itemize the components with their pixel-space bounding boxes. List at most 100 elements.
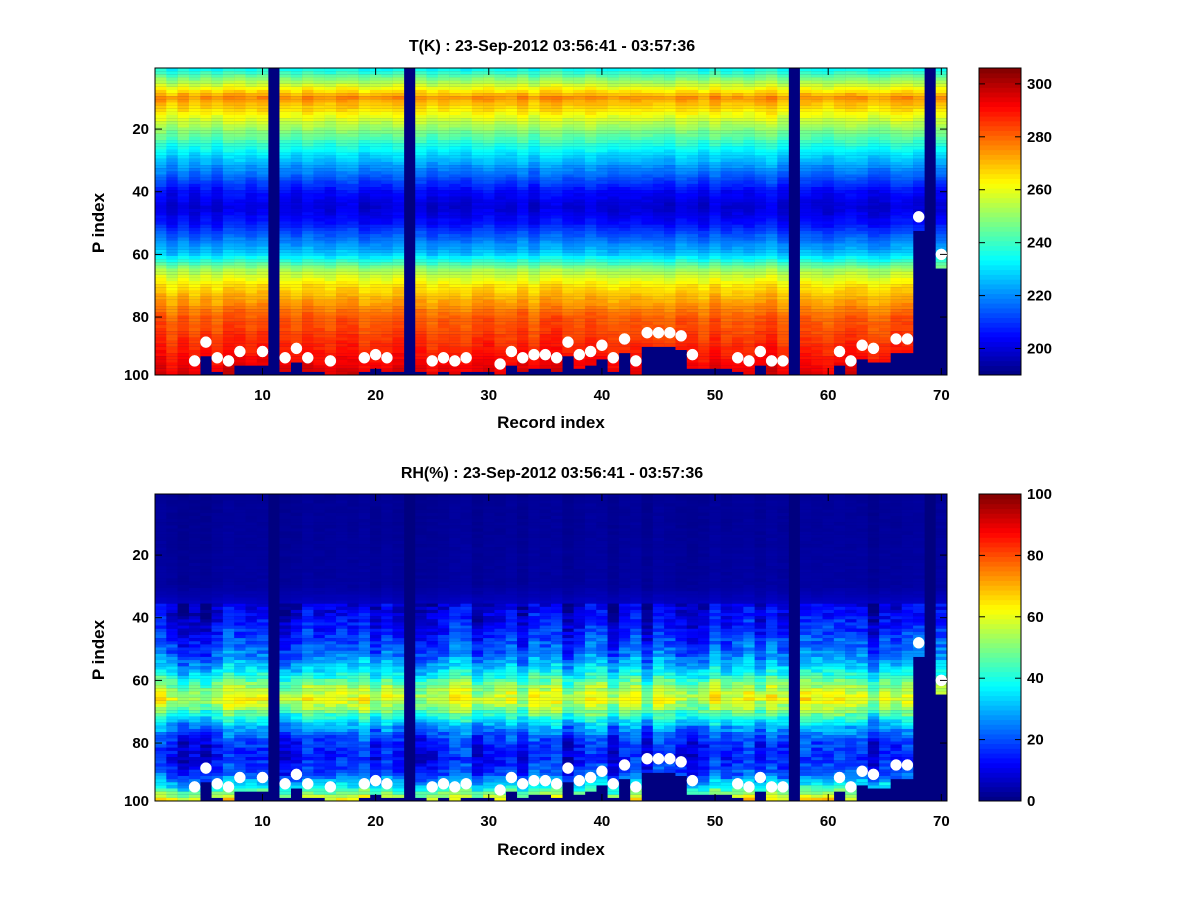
temperature-cell <box>743 328 755 332</box>
temperature-cell <box>234 249 246 253</box>
temperature-column <box>630 68 642 375</box>
temperature-cell <box>539 306 552 310</box>
temperature-cell <box>369 96 382 100</box>
temperature-cell <box>698 80 710 84</box>
temperature-cell <box>437 281 450 285</box>
temperature-cell <box>494 161 506 166</box>
temperature-column <box>392 68 405 372</box>
temperature-cell <box>222 158 235 163</box>
temperature-cell <box>245 331 258 335</box>
temperature-cell <box>483 224 495 228</box>
temperature-cell <box>483 118 495 122</box>
temperature-cell <box>505 249 518 253</box>
temperature-cell <box>415 328 427 332</box>
temperature-cell <box>584 127 597 131</box>
temperature-cell <box>551 368 563 372</box>
temperature-cell <box>607 114 620 119</box>
temperature-cell <box>505 331 518 335</box>
temperature-cell <box>698 114 710 119</box>
temperature-cell <box>256 312 269 316</box>
temperature-cell <box>358 299 371 304</box>
temperature-cell <box>166 168 178 172</box>
temperature-cell <box>584 212 597 216</box>
temperature-column <box>754 68 767 366</box>
temperature-cell <box>188 346 201 351</box>
temperature-cell <box>641 259 654 263</box>
temperature-cell <box>471 306 484 310</box>
temperature-cell <box>177 234 190 238</box>
temperature-cell <box>324 136 337 141</box>
temperature-cell <box>528 71 540 75</box>
temperature-cell <box>177 353 190 357</box>
temperature-cell <box>211 334 224 338</box>
temperature-cell <box>641 168 654 172</box>
temperature-cell <box>460 340 473 344</box>
temperature-cell <box>369 205 382 210</box>
temperature-cell <box>641 133 654 137</box>
temperature-cell <box>709 202 721 206</box>
temperature-cell <box>562 121 574 125</box>
temperature-cell <box>336 334 348 338</box>
temperature-cell <box>562 89 574 94</box>
temperature-cell <box>551 240 563 244</box>
temperature-cell <box>358 296 371 300</box>
temperature-cell <box>222 230 235 235</box>
temperature-cell <box>426 171 439 175</box>
temperature-column <box>166 68 178 375</box>
temperature-cell <box>460 177 473 181</box>
temperature-cell <box>155 208 167 213</box>
temperature-cell <box>471 290 484 294</box>
temperature-cell <box>471 152 484 156</box>
temperature-cell <box>607 196 620 200</box>
temperature-cell <box>279 365 291 369</box>
temperature-cell <box>630 83 642 87</box>
temperature-cell <box>347 306 359 310</box>
temperature-cell <box>743 174 755 178</box>
temperature-cell <box>505 302 518 307</box>
temperature-cell <box>336 302 348 307</box>
temperature-cell <box>211 199 224 203</box>
temperature-cell <box>573 224 586 228</box>
temperature-cell <box>200 165 212 169</box>
temperature-cell <box>290 328 303 332</box>
temperature-cell <box>166 337 178 341</box>
temperature-cell <box>664 271 676 275</box>
temperature-cell <box>517 331 529 335</box>
temperature-cell <box>709 353 721 357</box>
temperature-cell <box>652 246 665 250</box>
temperature-cell <box>313 140 325 144</box>
temperature-cell <box>302 328 314 332</box>
temperature-cell <box>675 146 687 150</box>
temperature-cell <box>279 124 291 128</box>
temperature-cell <box>256 255 269 260</box>
temperature-cell <box>720 121 733 125</box>
temperature-cell <box>517 271 529 275</box>
temperature-cell <box>686 124 699 128</box>
temperature-cell <box>369 212 382 216</box>
temperature-cell <box>539 255 552 260</box>
temperature-cell <box>686 83 699 87</box>
temperature-cell <box>743 114 755 119</box>
temperature-cell <box>562 199 574 203</box>
temperature-cell <box>302 143 314 147</box>
temperature-cell <box>222 299 235 304</box>
temperature-cell <box>155 246 167 250</box>
temperature-cell <box>279 133 291 137</box>
temperature-cell <box>551 96 563 100</box>
temperature-cell <box>222 255 235 260</box>
temperature-cell <box>743 340 755 344</box>
temperature-cell <box>234 212 246 216</box>
temperature-cell <box>698 324 710 329</box>
temperature-cell <box>732 161 744 166</box>
temperature-cell <box>426 337 439 341</box>
temperature-cell <box>155 118 167 122</box>
temperature-cell <box>222 268 235 272</box>
temperature-cell <box>392 312 405 316</box>
temperature-cell <box>709 293 721 297</box>
temperature-cell <box>234 227 246 231</box>
temperature-cell <box>302 80 314 84</box>
temperature-cell <box>415 124 427 128</box>
temperature-cell <box>245 136 258 141</box>
temperature-cell <box>505 118 518 122</box>
temperature-cell <box>302 108 314 112</box>
